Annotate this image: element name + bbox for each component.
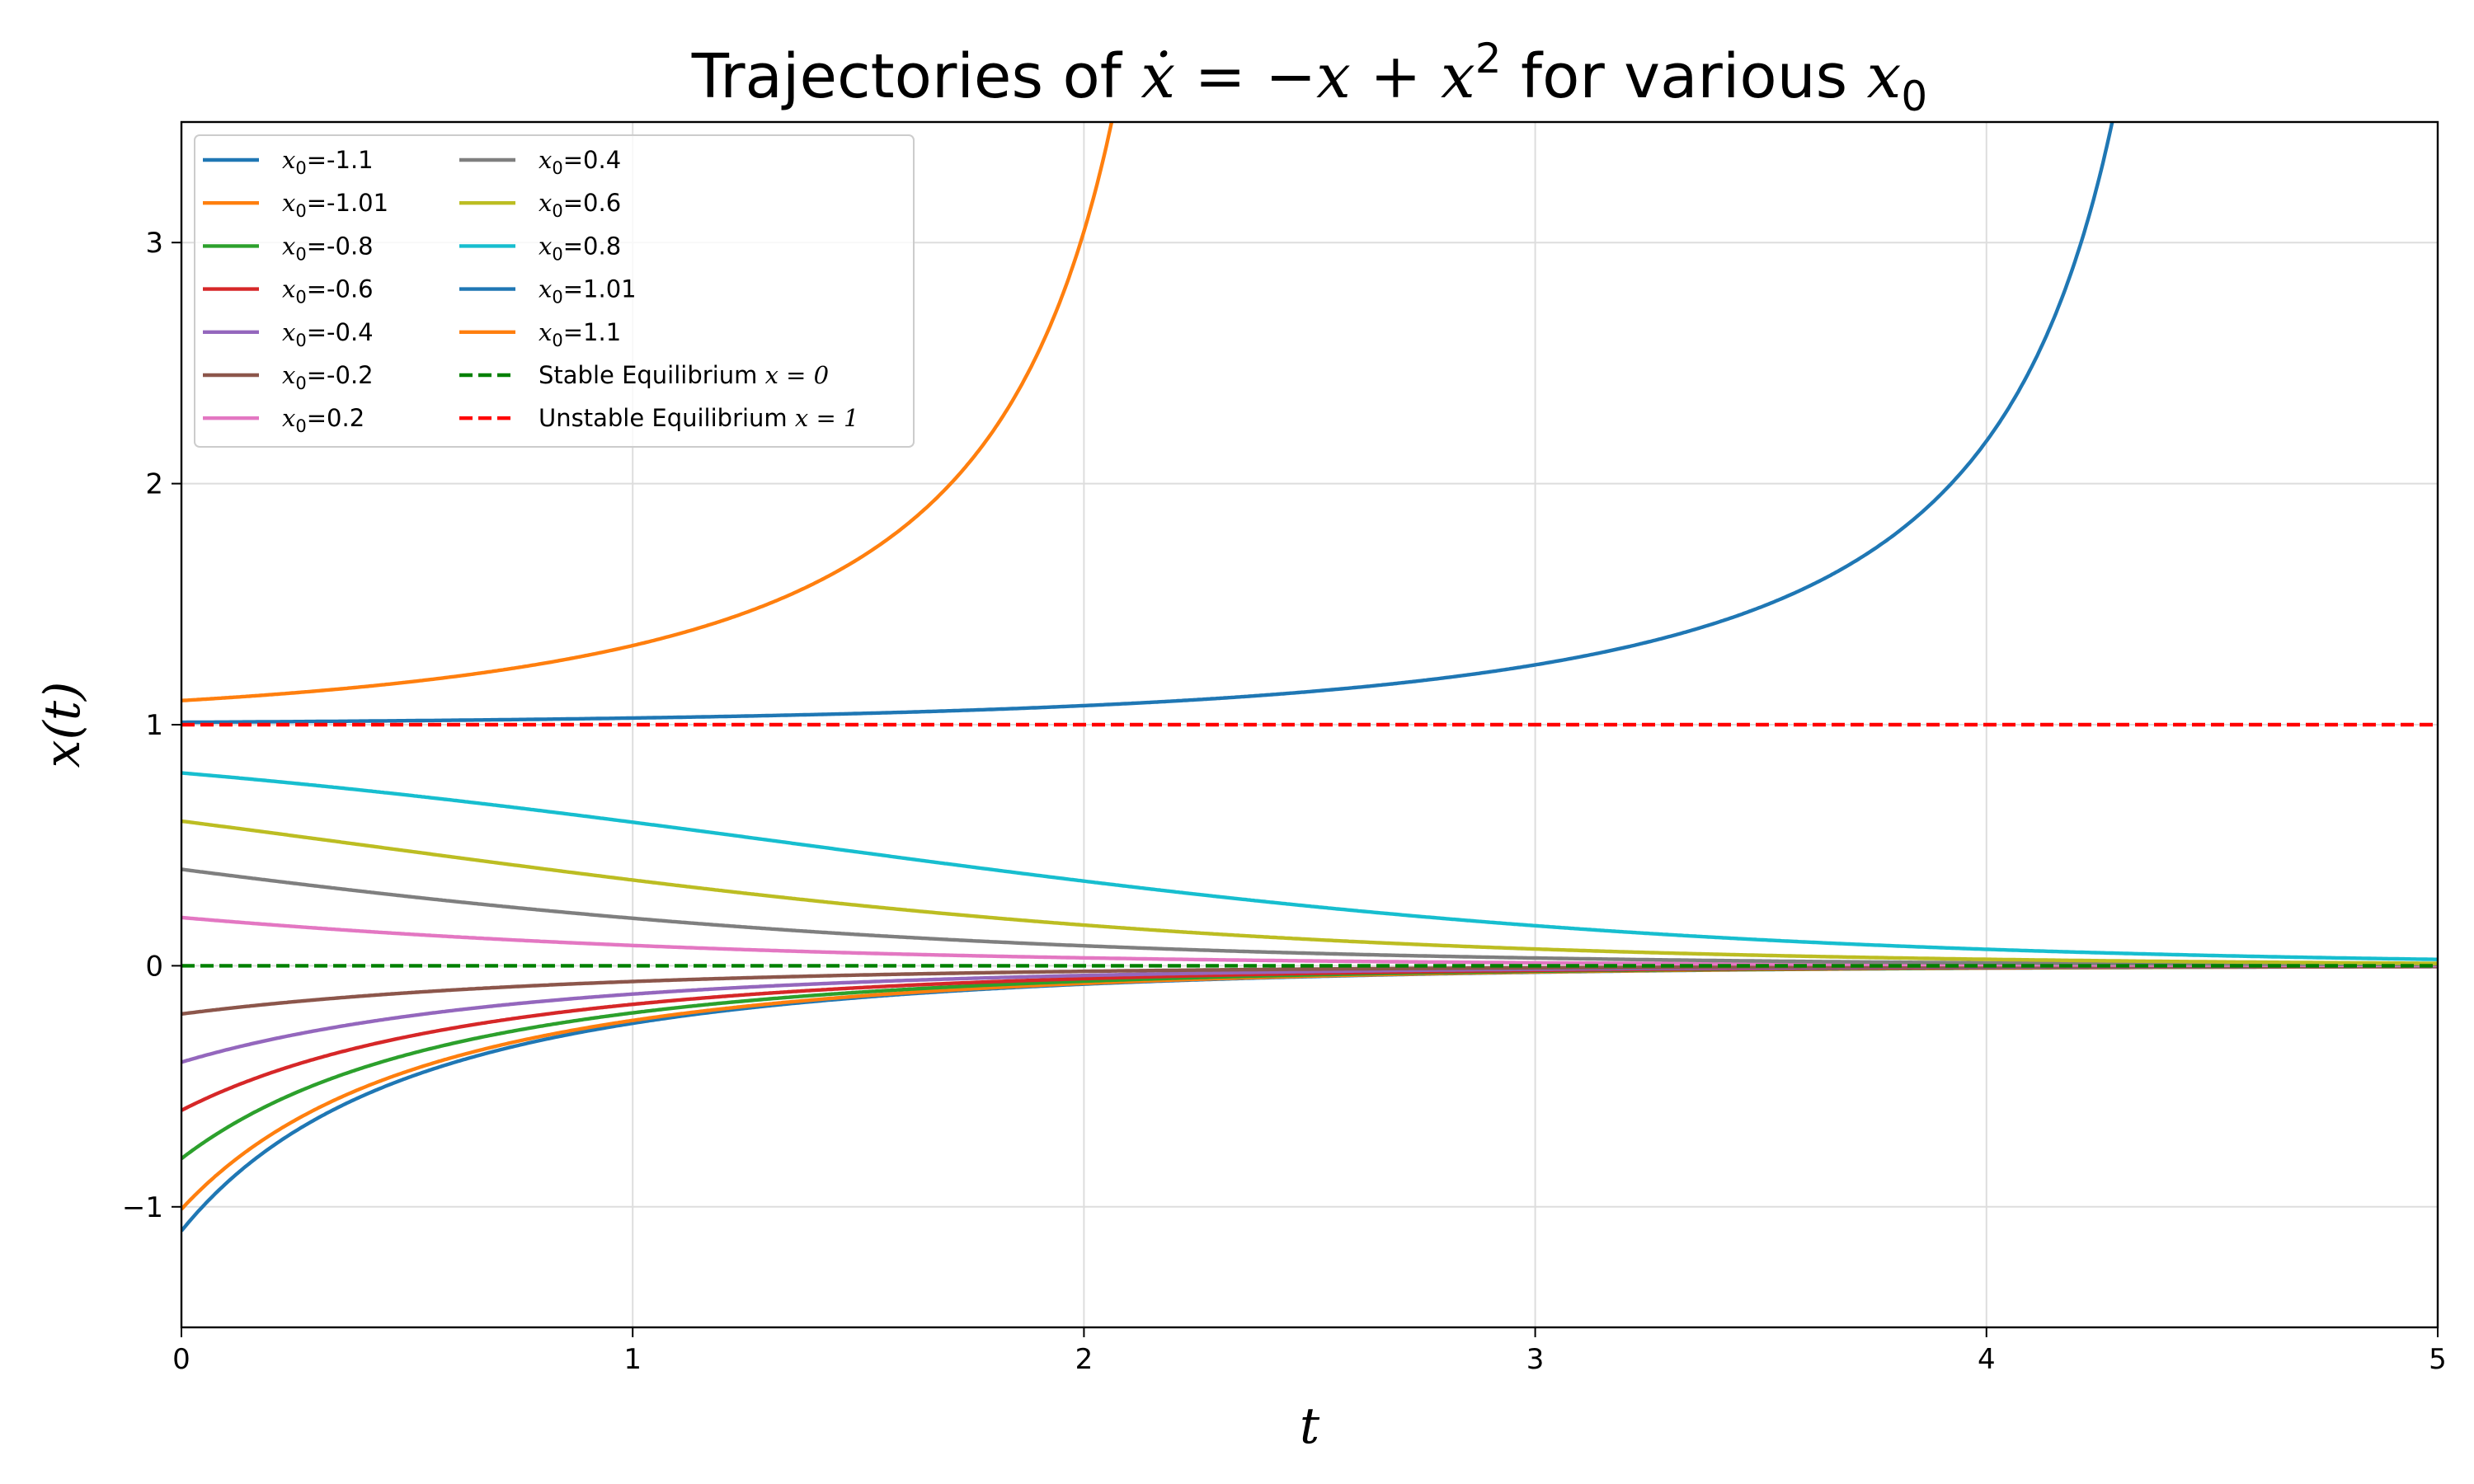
series-line-8 bbox=[181, 819, 2438, 965]
series-line-9 bbox=[181, 771, 2438, 961]
legend-label-value: =0.6 bbox=[563, 189, 621, 217]
legend-label-variable: x bbox=[539, 275, 552, 303]
legend-label-variable: x bbox=[539, 318, 552, 346]
legend-label-subscript: 0 bbox=[552, 158, 562, 178]
legend-label-value: =-0.6 bbox=[307, 275, 374, 303]
legend-label: x0=1.01 bbox=[539, 275, 637, 308]
legend-label-text: Unstable Equilibrium bbox=[539, 404, 795, 432]
legend-label: x0=-1.01 bbox=[282, 189, 388, 221]
y-tick-label: 1 bbox=[145, 709, 163, 742]
legend-label: x0=-0.2 bbox=[282, 361, 374, 393]
title-variable: x bbox=[1867, 41, 1902, 112]
y-tick-label: 0 bbox=[145, 950, 163, 983]
y-tick-label: 3 bbox=[145, 227, 163, 260]
series-lines bbox=[181, 122, 2438, 1233]
legend-label-value: =0.4 bbox=[563, 146, 621, 174]
legend-label-subscript: 0 bbox=[552, 201, 562, 221]
legend-label-subscript: 0 bbox=[295, 201, 306, 221]
legend-label-subscript: 0 bbox=[295, 158, 306, 178]
legend-label-subscript: 0 bbox=[552, 288, 562, 308]
legend-label-variable: x bbox=[539, 232, 552, 260]
legend-label: x0=-0.6 bbox=[282, 275, 374, 308]
legend-label-value: =-1.01 bbox=[307, 189, 388, 217]
y-axis-title: x(t) bbox=[34, 682, 92, 768]
legend-label-variable: x bbox=[539, 146, 552, 174]
legend-label-subscript: 0 bbox=[295, 373, 306, 393]
legend-box bbox=[194, 134, 915, 448]
title-prefix: Trajectories of bbox=[691, 41, 1141, 112]
title-variable-subscript: 0 bbox=[1901, 73, 1927, 120]
x-tick-label: 1 bbox=[623, 1343, 642, 1376]
y-tick-label: −1 bbox=[122, 1191, 163, 1224]
legend-label-math: x = 1 bbox=[795, 404, 859, 432]
legend-label-variable: x bbox=[282, 404, 295, 432]
chart-title: Trajectories of ẋ = −x + x2 for various … bbox=[691, 35, 1927, 120]
legend-label-subscript: 0 bbox=[295, 288, 306, 308]
series-line-10 bbox=[181, 122, 2114, 725]
x-tick-label: 4 bbox=[1978, 1343, 1996, 1376]
legend-label-subscript: 0 bbox=[295, 244, 306, 264]
x-tick-label: 5 bbox=[2429, 1343, 2447, 1376]
legend-label-variable: x bbox=[282, 232, 295, 260]
x-tick-label: 0 bbox=[172, 1343, 190, 1376]
legend-label-variable: x bbox=[282, 146, 295, 174]
legend-label: Stable Equilibrium x = 0 bbox=[539, 361, 829, 389]
legend-label: x0=0.8 bbox=[539, 232, 621, 264]
series-line-11 bbox=[181, 122, 1114, 702]
legend-label-value: =0.8 bbox=[563, 232, 621, 260]
legend-label-math: x = 0 bbox=[765, 361, 830, 389]
legend-label-subscript: 0 bbox=[552, 244, 562, 264]
title-suffix: for various bbox=[1502, 41, 1867, 112]
legend-label-value: =0.2 bbox=[307, 404, 365, 432]
legend-label: x0=-0.8 bbox=[282, 232, 374, 264]
legend-label: x0=0.6 bbox=[539, 189, 621, 221]
x-tick-label: 3 bbox=[1526, 1343, 1545, 1376]
title-equation-exponent: 2 bbox=[1475, 35, 1502, 82]
legend-label: Unstable Equilibrium x = 1 bbox=[539, 404, 858, 432]
legend-label-variable: x bbox=[282, 275, 295, 303]
legend-label: x0=-0.4 bbox=[282, 318, 374, 350]
legend-label-value: =-0.8 bbox=[307, 232, 374, 260]
x-axis-ticks: 0 1 2 3 4 5 bbox=[172, 1327, 2447, 1376]
y-tick-label: 2 bbox=[145, 468, 163, 501]
title-equation: ẋ = −x + x bbox=[1141, 41, 1475, 112]
x-axis-title: t bbox=[1300, 1397, 1320, 1455]
legend-label-variable: x bbox=[282, 361, 295, 389]
legend-label-variable: x bbox=[282, 189, 295, 217]
y-axis-ticks: −1 0 1 2 3 bbox=[122, 227, 181, 1224]
x-tick-label: 2 bbox=[1075, 1343, 1094, 1376]
legend-label: x0=1.1 bbox=[539, 318, 621, 350]
legend-label: x0=-1.1 bbox=[282, 146, 374, 178]
legend-label: x0=0.2 bbox=[282, 404, 365, 436]
legend-label-value: =-0.2 bbox=[307, 361, 374, 389]
legend-label-subscript: 0 bbox=[295, 416, 306, 436]
legend: x0=-1.1x0=-1.01x0=-0.8x0=-0.6x0=-0.4x0=-… bbox=[194, 134, 915, 448]
legend-label-variable: x bbox=[282, 318, 295, 346]
series-line-7 bbox=[181, 867, 2438, 967]
legend-label-value: =1.1 bbox=[563, 318, 621, 346]
legend-label-variable: x bbox=[539, 189, 552, 217]
legend-label-subscript: 0 bbox=[295, 331, 306, 350]
legend-label-subscript: 0 bbox=[552, 331, 562, 350]
legend-label-text: Stable Equilibrium bbox=[539, 361, 765, 389]
legend-label: x0=0.4 bbox=[539, 146, 621, 178]
legend-label-value: =-0.4 bbox=[307, 318, 374, 346]
legend-label-value: =-1.1 bbox=[307, 146, 374, 174]
legend-label-value: =1.01 bbox=[563, 275, 637, 303]
